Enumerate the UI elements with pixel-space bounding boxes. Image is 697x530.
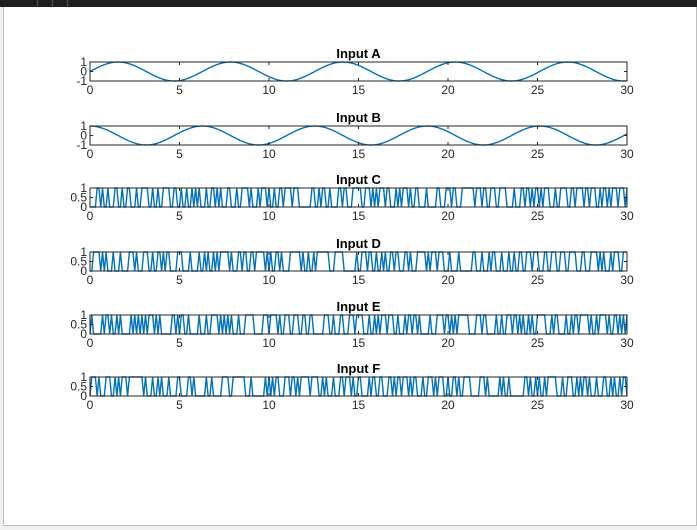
y-tick-label: 0 <box>80 389 87 403</box>
x-tick-label: 0 <box>87 336 94 350</box>
window-titlebar <box>0 0 697 7</box>
x-tick-label: 0 <box>87 83 94 97</box>
x-tick-label: 30 <box>620 83 634 97</box>
x-tick-label: 25 <box>531 147 545 161</box>
x-tick-label: 10 <box>262 336 276 350</box>
x-tick-label: 25 <box>531 336 545 350</box>
subplot-title: Input A <box>336 46 381 61</box>
subplot-title: Input C <box>336 172 381 187</box>
x-tick-label: 15 <box>352 147 366 161</box>
y-tick-label: 0.5 <box>70 255 87 269</box>
x-tick-label: 20 <box>441 209 455 223</box>
x-tick-label: 25 <box>531 83 545 97</box>
y-tick-label: 0 <box>80 200 87 214</box>
plot-area <box>90 377 627 396</box>
figure-area: Input A 0 5 10 15 20 25 30 -1 0 1 Input B 0 5 10 15 20 25… <box>3 7 697 526</box>
plot-area <box>90 126 627 145</box>
x-tick-label: 30 <box>620 273 634 287</box>
subplot-5: Input E 0 5 10 15 20 25 30 00.51 <box>70 299 634 350</box>
y-tick-label: 1 <box>80 181 87 195</box>
x-tick-label: 15 <box>352 398 366 412</box>
subplot-title: Input D <box>336 236 381 251</box>
window-control[interactable] <box>67 0 82 7</box>
x-tick-label: 0 <box>87 147 94 161</box>
x-tick-label: 30 <box>620 398 634 412</box>
x-tick-label: 10 <box>262 209 276 223</box>
subplot-6: Input F 0 5 10 15 20 25 30 00.51 <box>70 361 634 412</box>
x-tick-label: 15 <box>352 336 366 350</box>
x-tick-label: 20 <box>441 273 455 287</box>
x-tick-label: 5 <box>176 83 183 97</box>
x-tick-label: 5 <box>176 398 183 412</box>
y-tick-label: 1 <box>80 245 87 259</box>
x-tick-label: 20 <box>441 336 455 350</box>
y-tick-label: 0.5 <box>70 318 87 332</box>
x-tick-label: 20 <box>441 398 455 412</box>
subplot-title: Input F <box>337 361 380 376</box>
window-control[interactable] <box>52 0 67 7</box>
x-tick-label: 10 <box>262 83 276 97</box>
x-tick-label: 15 <box>352 209 366 223</box>
x-tick-label: 30 <box>620 209 634 223</box>
x-tick-label: 20 <box>441 83 455 97</box>
x-tick-label: 30 <box>620 147 634 161</box>
y-tick-label: 0.5 <box>70 380 87 394</box>
y-tick-label: -1 <box>76 138 87 152</box>
x-tick-label: 0 <box>87 273 94 287</box>
subplot-title: Input B <box>336 110 381 125</box>
x-tick-label: 5 <box>176 147 183 161</box>
subplot-2: Input B 0 5 10 15 20 25 30 -101 <box>76 110 634 161</box>
y-tick-label: 1 <box>80 370 87 384</box>
x-tick-label: 0 <box>87 209 94 223</box>
y-tick-label: 0 <box>80 327 87 341</box>
x-tick-label: 15 <box>352 83 366 97</box>
x-tick-label: 15 <box>352 273 366 287</box>
x-tick-label: 20 <box>441 147 455 161</box>
x-tick-label: 30 <box>620 336 634 350</box>
subplot-4: Input D 0 5 10 15 20 25 30 00.51 <box>70 236 634 287</box>
x-tick-label: 5 <box>176 273 183 287</box>
y-tick-label: -1 <box>76 74 87 88</box>
x-tick-label: 25 <box>531 398 545 412</box>
y-tick-label: 0 <box>80 264 87 278</box>
x-tick-label: 10 <box>262 273 276 287</box>
subplot-1: Input A 0 5 10 15 20 25 30 -101 <box>76 46 634 97</box>
y-tick-label: 0 <box>80 129 87 143</box>
y-tick-label: 0 <box>80 65 87 79</box>
plot-area <box>90 188 627 207</box>
x-tick-label: 25 <box>531 273 545 287</box>
y-tick-label: 1 <box>80 119 87 133</box>
x-tick-label: 10 <box>262 147 276 161</box>
x-tick-label: 5 <box>176 336 183 350</box>
y-tick-label: 1 <box>80 308 87 322</box>
window-control[interactable] <box>37 0 52 7</box>
y-tick-label: 0.5 <box>70 191 87 205</box>
x-tick-label: 10 <box>262 398 276 412</box>
x-tick-label: 5 <box>176 209 183 223</box>
subplot-3: Input C 0 5 10 15 20 25 30 00.51 <box>70 172 634 223</box>
x-tick-label: 25 <box>531 209 545 223</box>
subplot-title: Input E <box>336 299 380 314</box>
y-tick-label: 1 <box>80 55 87 69</box>
x-tick-label: 0 <box>87 398 94 412</box>
